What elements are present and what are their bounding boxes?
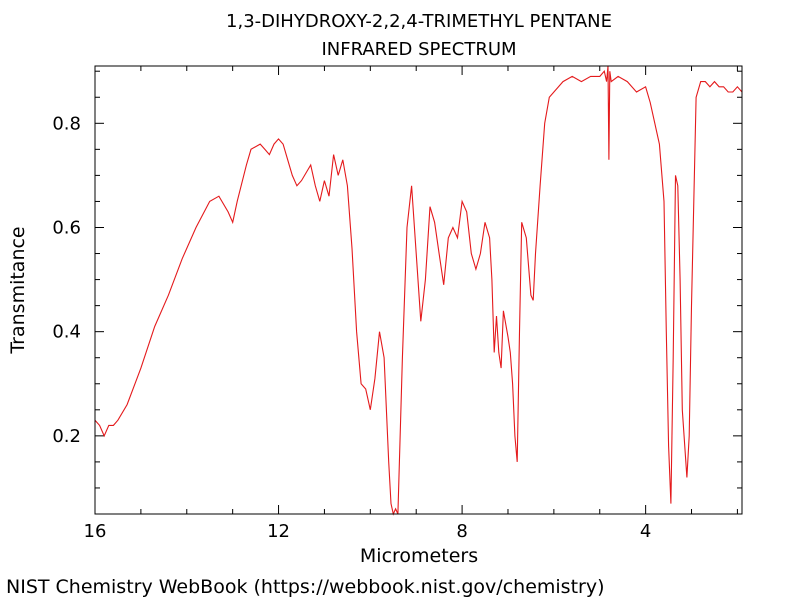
- plot-frame: [94, 65, 743, 515]
- chart-title: 1,3-DIHYDROXY-2,2,4-TRIMETHYL PENTANE: [226, 11, 612, 32]
- x-axis-label: Micrometers: [360, 545, 478, 567]
- y-tick-label: 0.6: [52, 217, 81, 238]
- x-tick-label: 4: [640, 521, 651, 542]
- x-tick-label: 12: [267, 521, 290, 542]
- chart-subtitle: INFRARED SPECTRUM: [321, 39, 517, 60]
- x-tick-label: 8: [456, 521, 467, 542]
- y-tick-label: 0.2: [52, 426, 81, 447]
- tick-labels: 16 12 8 4 0.2 0.4 0.6 0.8: [52, 113, 651, 542]
- series-line: [94, 65, 743, 516]
- y-axis-label: Transmitance: [7, 226, 29, 354]
- source-credit: NIST Chemistry WebBook (https://webbook.…: [6, 576, 605, 598]
- x-tick-label: 16: [84, 521, 107, 542]
- y-tick-label: 0.8: [52, 113, 81, 134]
- y-tick-label: 0.4: [52, 322, 81, 343]
